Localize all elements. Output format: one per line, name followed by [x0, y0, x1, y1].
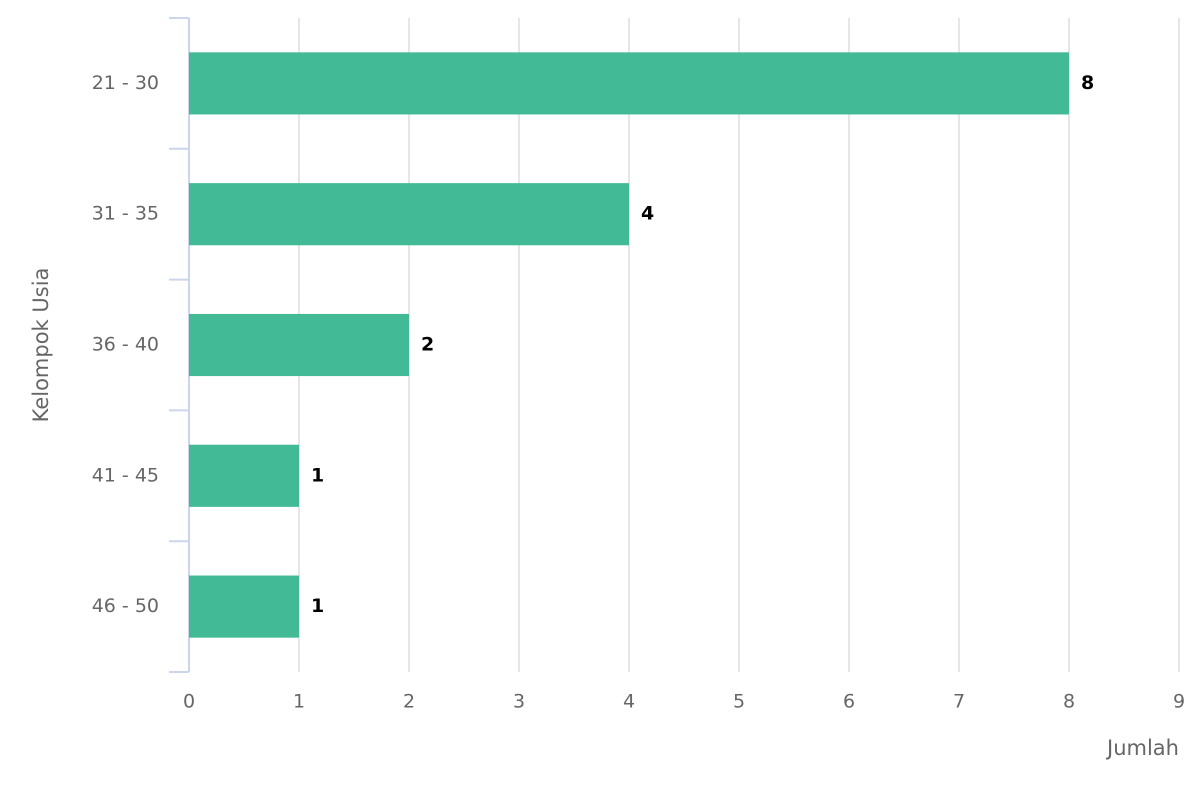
bar	[189, 313, 409, 377]
bar	[189, 575, 299, 638]
y-tick-label: 36 - 40	[92, 334, 159, 356]
bar	[189, 183, 629, 246]
y-tick-label: 31 - 35	[92, 203, 159, 225]
x-tick-label: 5	[733, 691, 745, 713]
x-tick-label: 0	[183, 691, 195, 713]
bar	[189, 444, 299, 507]
y-tick-label: 46 - 50	[92, 595, 159, 617]
bar	[189, 52, 1069, 115]
data-label: 8	[1081, 72, 1094, 94]
x-tick-label: 4	[623, 691, 635, 713]
data-label: 1	[311, 595, 324, 617]
data-label: 4	[641, 203, 654, 225]
data-label: 2	[421, 334, 434, 356]
x-tick-label: 2	[403, 691, 415, 713]
y-tick-label: 41 - 45	[92, 464, 159, 486]
x-tick-label: 7	[953, 691, 965, 713]
x-tick-label: 9	[1173, 691, 1185, 713]
data-label: 1	[311, 464, 324, 486]
x-tick-label: 6	[843, 691, 855, 713]
y-tick-label: 21 - 30	[92, 72, 159, 94]
y-axis-title: Kelompok Usia	[29, 268, 53, 423]
x-tick-label: 3	[513, 691, 525, 713]
x-tick-label: 1	[293, 691, 305, 713]
x-axis-title: Jumlah	[1105, 736, 1179, 760]
x-tick-label: 8	[1063, 691, 1075, 713]
